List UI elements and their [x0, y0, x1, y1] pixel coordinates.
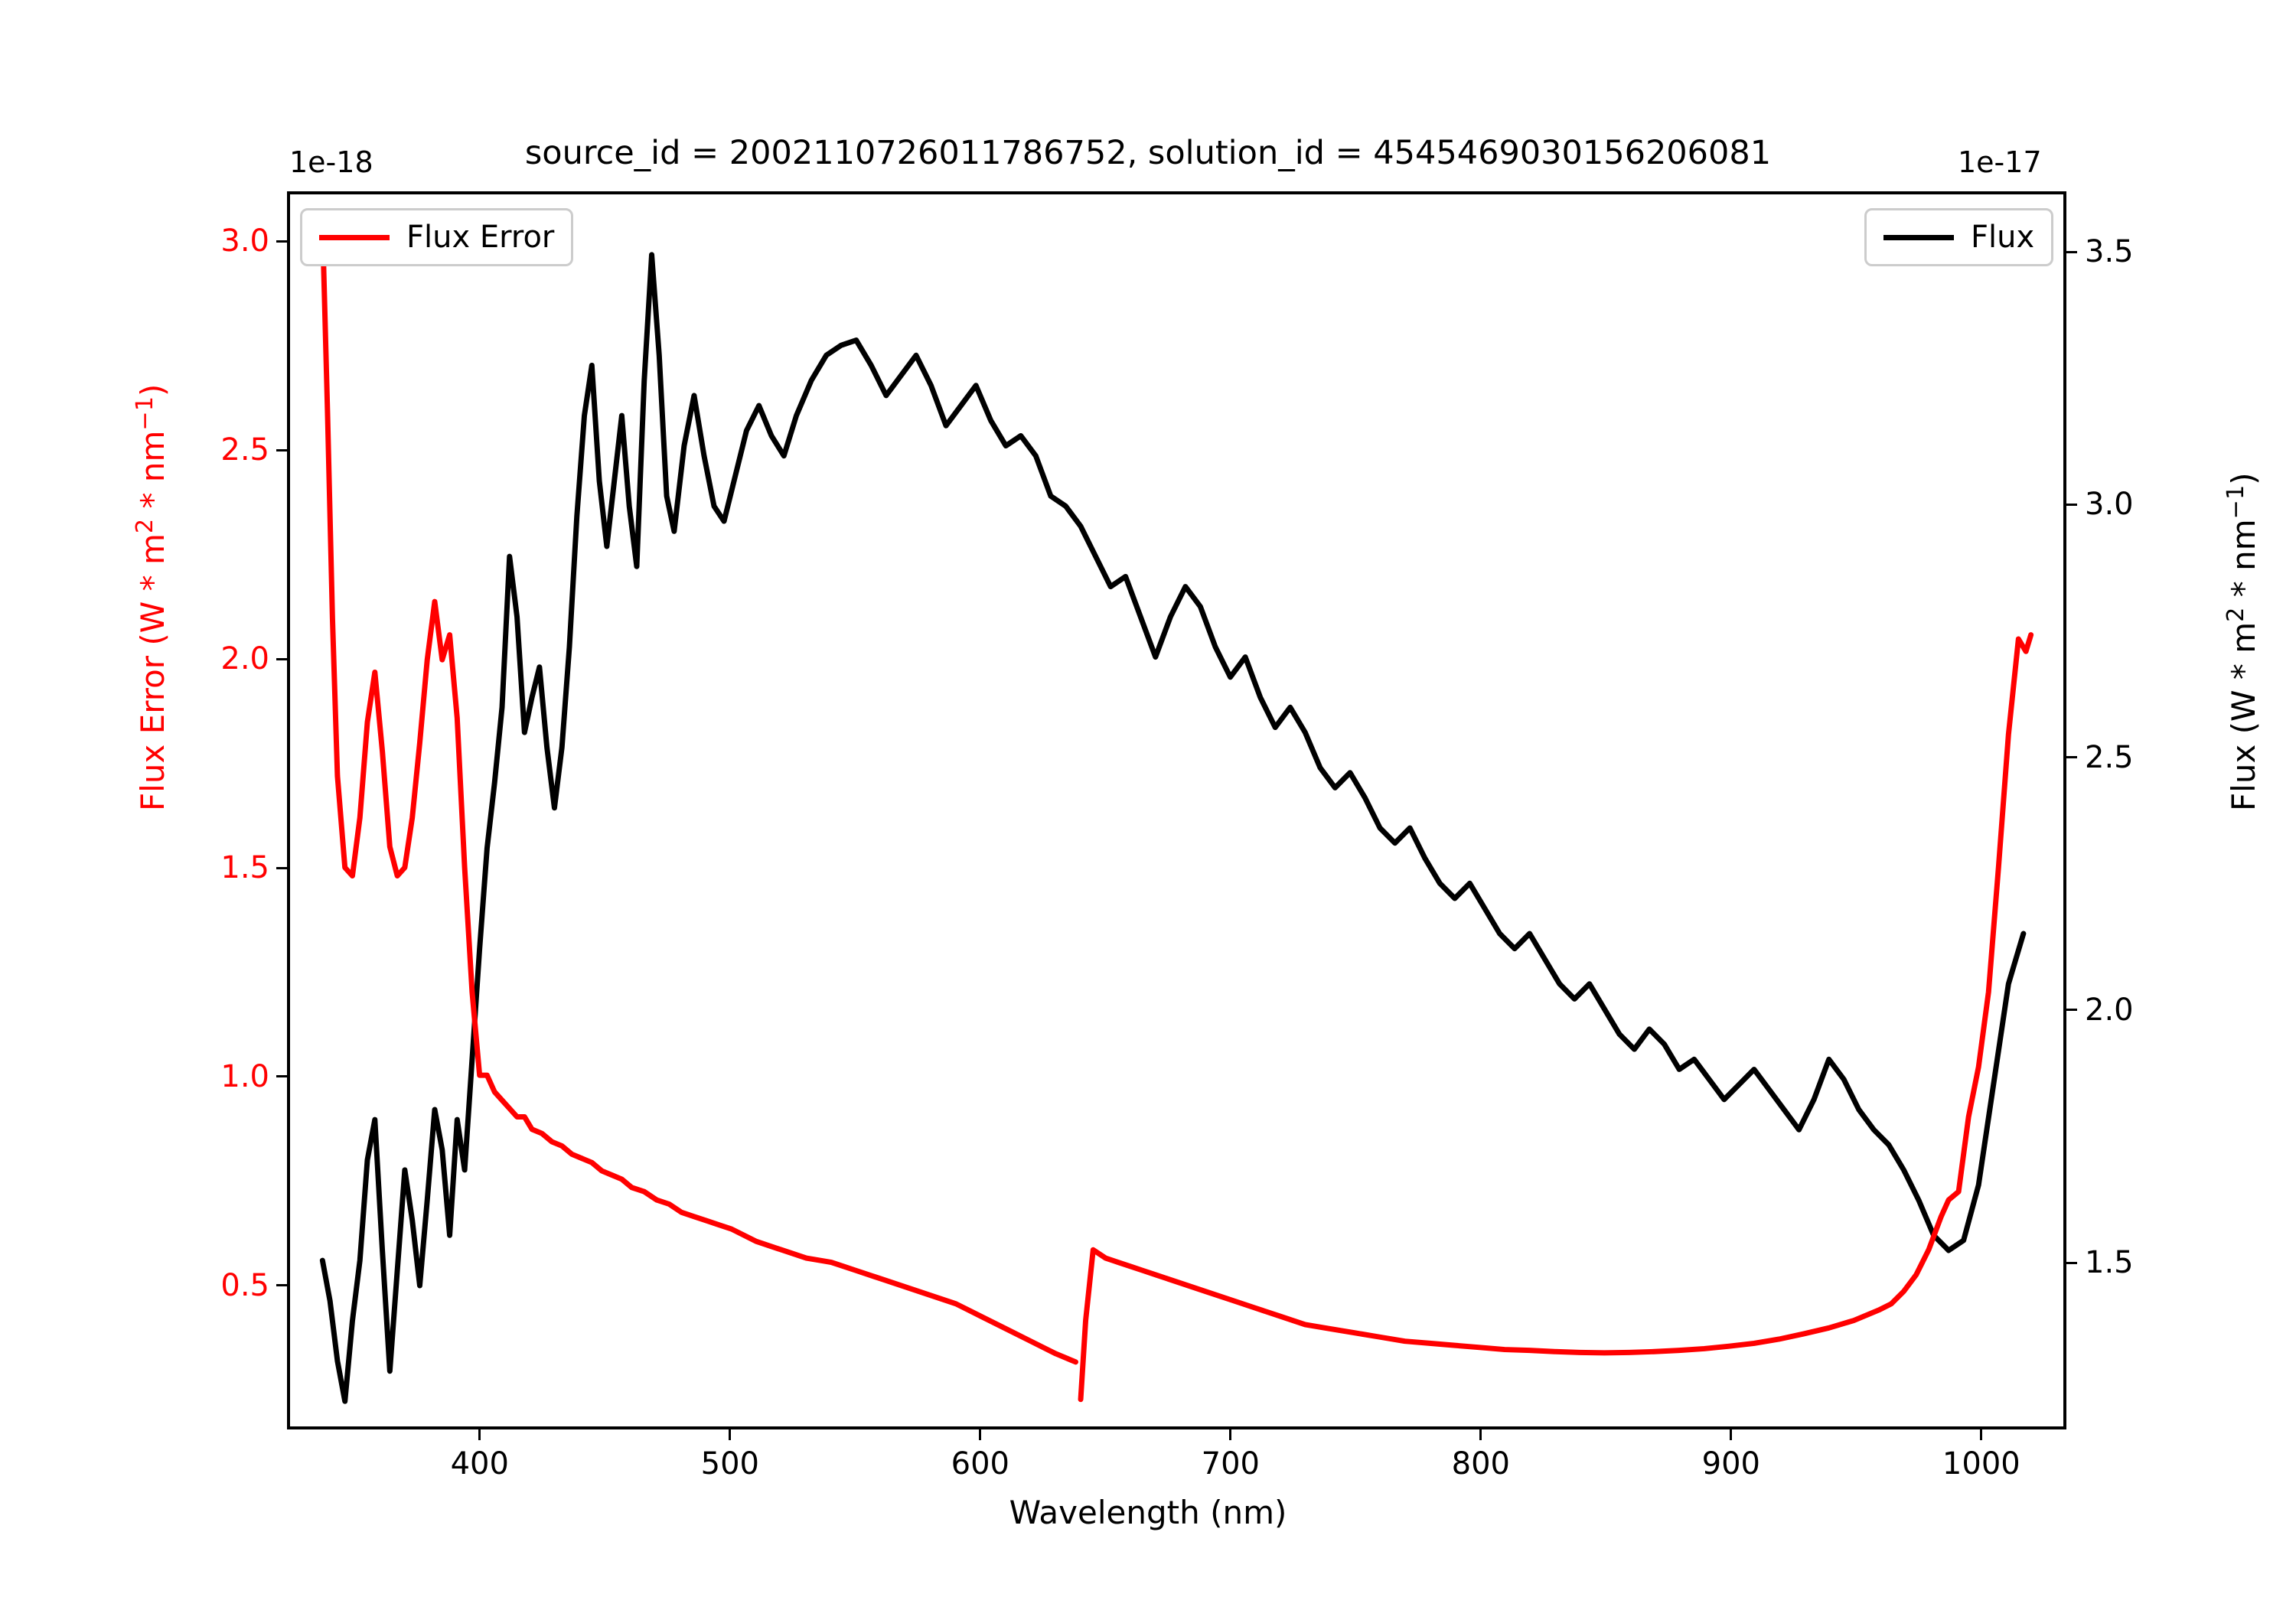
right-y-tick-mark	[2066, 756, 2077, 759]
x-tick-mark	[729, 1429, 732, 1440]
right-y-tick-label: 2.5	[2085, 739, 2134, 775]
right-y-tick-label: 1.5	[2085, 1245, 2134, 1281]
left-y-axis-label-sup2: −1	[132, 396, 158, 431]
x-axis-label: Wavelength (nm)	[1009, 1494, 1287, 1531]
chart-title: source_id = 2002110726011786752, solutio…	[524, 134, 1772, 172]
left-y-tick-label: 1.0	[220, 1058, 269, 1094]
left-y-tick-mark	[276, 657, 287, 660]
right-y-axis-label-mid: * nm	[2225, 519, 2262, 608]
right-y-axis-label-prefix: Flux (W * m	[2225, 621, 2262, 811]
left-y-axis-label: Flux Error (W * m2 * nm−1)	[132, 384, 171, 811]
x-tick-label: 700	[1201, 1446, 1260, 1482]
left-y-axis-label-prefix: Flux Error (W * m	[134, 533, 171, 811]
right-y-tick-mark	[2066, 503, 2077, 506]
legend-label-flux-error: Flux Error	[406, 220, 555, 255]
legend-flux-error[interactable]: Flux Error	[300, 208, 574, 266]
flux-error-line-series-segment-a	[319, 220, 1079, 1365]
x-tick-label: 600	[951, 1446, 1009, 1482]
plot-svg	[319, 220, 2034, 1404]
x-tick-label: 1000	[1942, 1446, 2020, 1482]
x-tick-mark	[1730, 1429, 1733, 1440]
left-y-axis-label-mid: * nm	[134, 430, 171, 519]
left-y-tick-label: 2.5	[220, 432, 269, 468]
right-y-axis-label-suffix: )	[2225, 472, 2262, 485]
right-y-tick-label: 3.5	[2085, 234, 2134, 270]
plot-area	[287, 191, 2066, 1429]
right-y-tick-mark	[2066, 250, 2077, 253]
left-y-tick-mark	[276, 1075, 287, 1078]
x-tick-mark	[1229, 1429, 1232, 1440]
right-y-axis-label-sup1: 2	[2223, 607, 2249, 622]
x-tick-mark	[1980, 1429, 1983, 1440]
x-tick-mark	[478, 1429, 481, 1440]
left-y-axis-label-suffix: )	[134, 383, 171, 397]
flux-error-line-series-segment-b	[1078, 632, 2034, 1403]
left-y-tick-label: 2.0	[220, 641, 269, 677]
x-tick-mark	[979, 1429, 982, 1440]
right-axis-offset-label: 1e-17	[1958, 145, 2042, 179]
legend-label-flux: Flux	[1971, 220, 2035, 255]
legend-swatch-flux-icon	[1883, 234, 1954, 240]
left-y-tick-mark	[276, 240, 287, 243]
right-y-tick-label: 3.0	[2085, 487, 2134, 523]
left-y-tick-mark	[276, 1284, 287, 1287]
right-y-tick-mark	[2066, 1261, 2077, 1264]
left-y-tick-label: 3.0	[220, 223, 269, 259]
x-tick-mark	[1479, 1429, 1482, 1440]
right-y-axis-label-sup2: −1	[2223, 484, 2249, 520]
left-y-axis-label-sup1: 2	[132, 518, 158, 534]
x-tick-label: 800	[1451, 1446, 1510, 1482]
left-y-tick-mark	[276, 448, 287, 451]
left-axis-offset-label: 1e-18	[289, 145, 373, 179]
right-y-tick-label: 2.0	[2085, 992, 2134, 1028]
x-tick-label: 500	[700, 1446, 759, 1482]
x-tick-label: 400	[450, 1446, 509, 1482]
x-tick-label: 900	[1701, 1446, 1760, 1482]
legend-swatch-flux-error-icon	[319, 234, 390, 240]
left-y-tick-label: 0.5	[220, 1267, 269, 1303]
flux-line-series	[319, 252, 2027, 1404]
left-y-tick-mark	[276, 866, 287, 869]
right-y-tick-mark	[2066, 1009, 2077, 1012]
left-y-tick-label: 1.5	[220, 850, 269, 886]
legend-flux[interactable]: Flux	[1864, 208, 2054, 266]
right-y-axis-label: Flux (W * m2 * nm−1)	[2223, 472, 2262, 811]
